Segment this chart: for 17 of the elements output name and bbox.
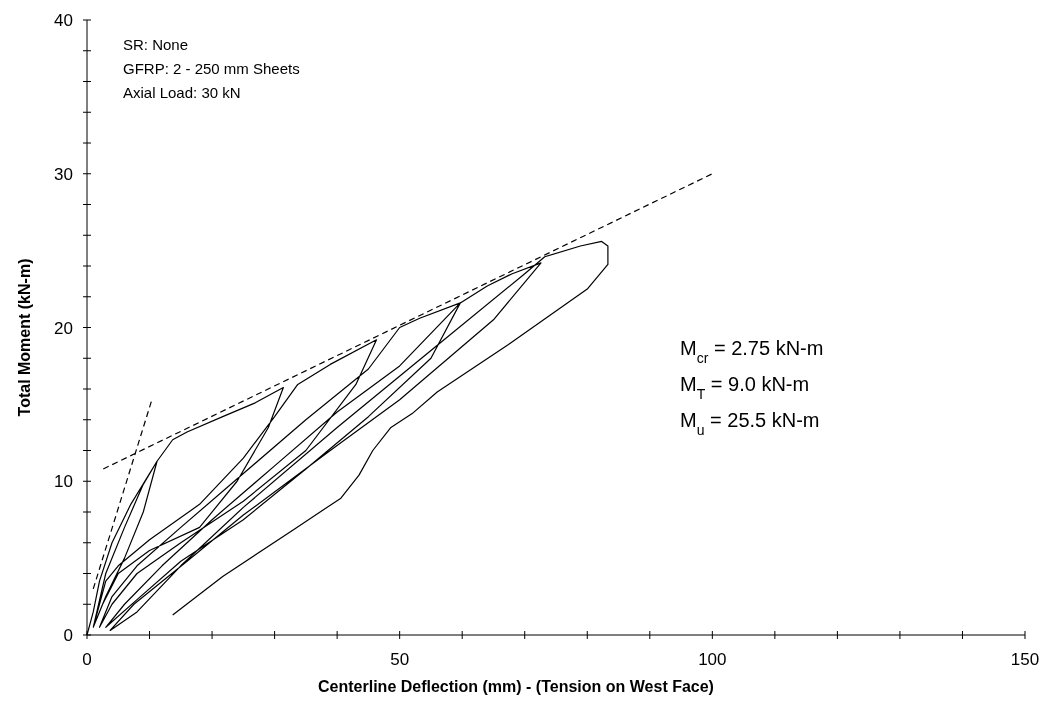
annotation: M$_{cr}$ = 2.75 kN-m [680,337,824,366]
x-tick-label: 50 [390,650,410,669]
y-tick-label: 30 [54,164,73,184]
y-tick-label: 0 [63,626,73,645]
x-tick-label: 0 [82,650,92,669]
x-tick-label: 100 [698,650,727,669]
annotation: M$_{T}$ = 9.0 kN-m [680,373,810,402]
annotation: Axial Load: 30 kN [123,84,241,101]
y-axis-title: Total Moment (kN-m) [16,258,33,417]
y-tick-label: 40 [54,11,73,30]
annotation: SR: None [123,36,189,53]
annotation: M$_{u}$ = 25.5 kN-m [680,409,820,438]
y-tick-label: 20 [54,318,73,338]
y-tick-label: 10 [54,472,73,492]
x-tick-label: 150 [1010,650,1040,669]
x-axis-title: Centerline Deflection (mm) - (Tension on West Face) [318,678,714,695]
annotation: GFRP: 2 - 250 mm Sheets [123,60,300,77]
